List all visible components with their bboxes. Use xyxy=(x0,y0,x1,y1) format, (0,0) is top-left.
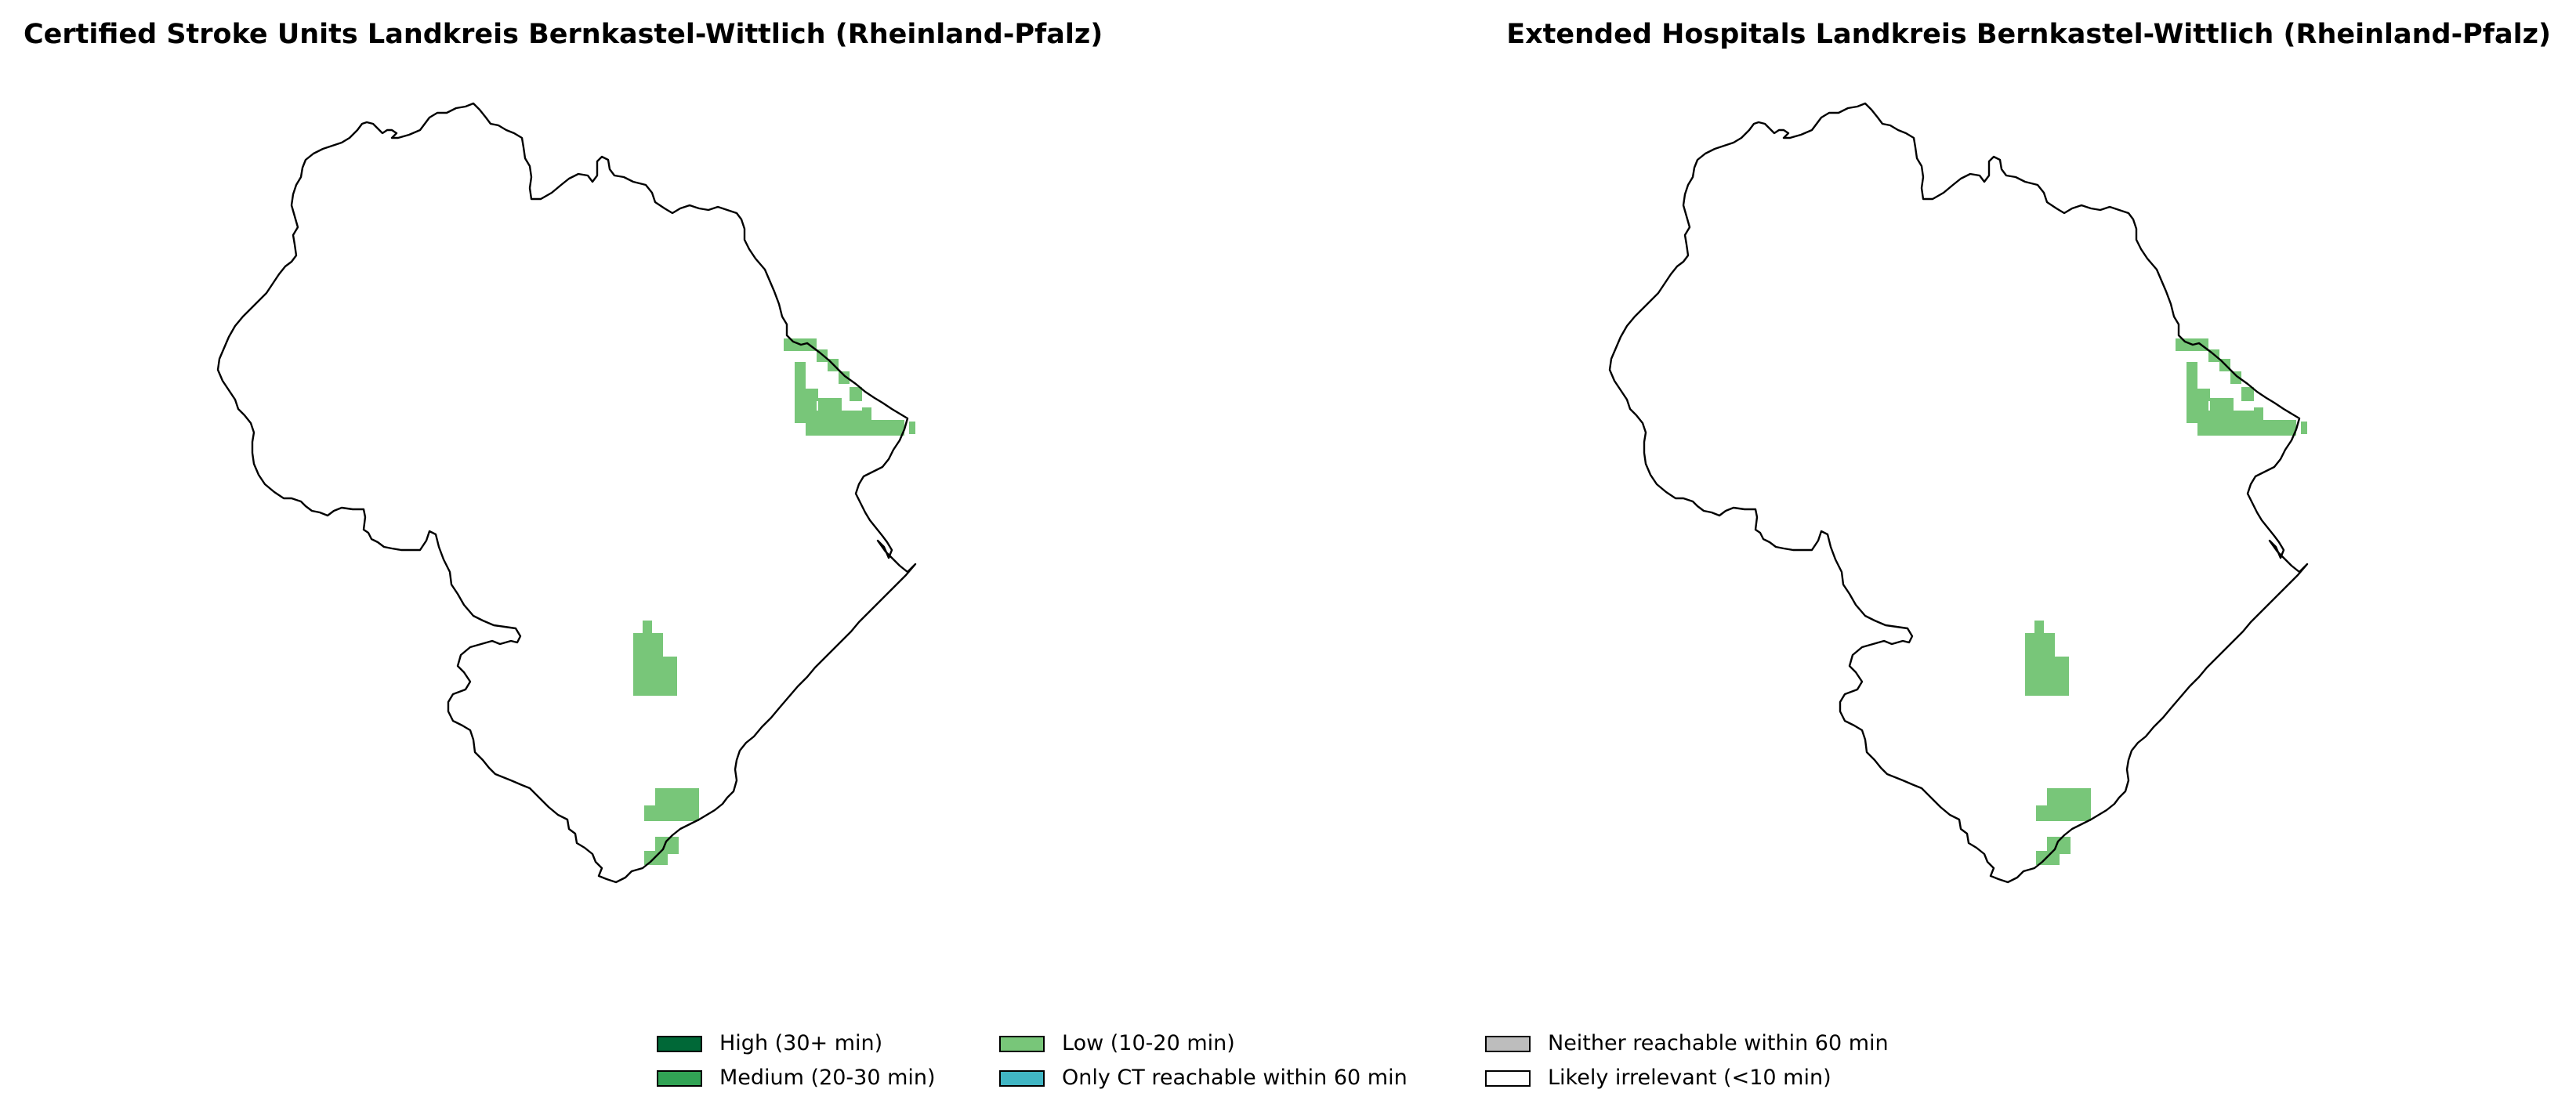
legend-item-low: Low (10-20 min) xyxy=(999,1028,1235,1059)
left-map-cell-low xyxy=(633,683,677,696)
left-map-cell-low xyxy=(806,389,818,401)
left-map-cells xyxy=(633,338,915,865)
right-map-cell-low xyxy=(2262,420,2296,432)
legend-label-medium: Medium (20-30 min) xyxy=(719,1066,936,1090)
left-map-cell-low xyxy=(862,407,871,426)
right-map-cell-low xyxy=(2197,401,2208,423)
left-map-cell-low xyxy=(818,398,831,411)
right-map-cell-low xyxy=(2047,837,2071,854)
left-map-cell-low xyxy=(870,420,904,432)
legend-swatch-only-ct xyxy=(999,1069,1045,1087)
right-map-cell-low xyxy=(2025,633,2055,646)
left-district-boundary xyxy=(216,102,917,884)
right-map-cell-low xyxy=(2025,657,2069,683)
left-map-cell-low xyxy=(795,362,806,375)
left-map-cell-low xyxy=(633,646,663,657)
right-map-cell-low xyxy=(2208,411,2262,423)
legend-item-neither: Neither reachable within 60 min xyxy=(1485,1028,1889,1059)
left-map-cell-low xyxy=(831,398,842,411)
map-legend: High (30+ min) Medium (20-30 min) Low (1… xyxy=(657,1028,1942,1098)
right-map-cell-low xyxy=(2036,851,2060,865)
legend-label-only-ct: Only CT reachable within 60 min xyxy=(1062,1066,1408,1090)
right-district-boundary xyxy=(1608,102,2309,884)
right-map-cell-low xyxy=(2301,422,2307,434)
left-map-cell-low xyxy=(655,837,679,854)
right-map-cell-low xyxy=(2208,349,2219,362)
right-map-cells xyxy=(2025,338,2307,865)
right-map-cell-low xyxy=(2219,359,2230,371)
left-map-cell-low xyxy=(795,398,806,423)
left-map-cell-low xyxy=(644,851,668,865)
legend-label-high: High (30+ min) xyxy=(719,1031,883,1055)
legend-label-neither: Neither reachable within 60 min xyxy=(1548,1031,1889,1055)
legend-swatch-high xyxy=(657,1035,702,1052)
left-map-cell-low xyxy=(806,423,904,436)
left-map-cell-low xyxy=(643,621,652,635)
right-map-cell-low xyxy=(2210,429,2296,436)
left-map-title: Certified Stroke Units Landkreis Bernkas… xyxy=(24,19,1103,50)
legend-swatch-irrelevant xyxy=(1485,1069,1531,1087)
right-map-cell-low xyxy=(2036,805,2091,821)
left-map-cell-low xyxy=(839,371,850,384)
legend-swatch-low xyxy=(999,1035,1045,1052)
legend-item-high: High (30+ min) xyxy=(657,1028,882,1059)
legend-label-irrelevant: Likely irrelevant (<10 min) xyxy=(1548,1066,1831,1090)
right-map-cell-low xyxy=(2187,362,2197,375)
left-map-cell-low xyxy=(806,401,817,423)
right-map-cell-low xyxy=(2197,389,2210,401)
right-map-cell-low xyxy=(2187,398,2197,423)
left-map-cell-low xyxy=(633,657,677,683)
left-map-cell-low xyxy=(818,429,904,436)
left-map-cell-low xyxy=(784,338,817,351)
left-map-cell-low xyxy=(850,387,862,401)
right-map-cell-low xyxy=(2254,407,2263,426)
right-map-cell-low xyxy=(2210,398,2223,411)
left-map-cell-low xyxy=(795,373,806,398)
left-map-cell-low xyxy=(633,633,663,646)
right-map-cell-low xyxy=(2230,371,2241,384)
left-map-cell-low xyxy=(828,359,839,371)
right-map-title: Extended Hospitals Landkreis Bernkastel-… xyxy=(1506,19,2551,50)
left-map-cell-low xyxy=(655,788,699,805)
left-map-cell-low xyxy=(909,422,915,434)
left-map-cell-low xyxy=(817,411,870,423)
right-map-cell-low xyxy=(2241,387,2254,401)
right-map-cell-low xyxy=(2025,683,2069,696)
legend-label-low: Low (10-20 min) xyxy=(1062,1031,1235,1055)
legend-item-only-ct: Only CT reachable within 60 min xyxy=(999,1062,1408,1094)
right-map-cell-low xyxy=(2034,621,2044,635)
legend-swatch-neither xyxy=(1485,1035,1531,1052)
right-map-cell-low xyxy=(2176,338,2208,351)
legend-item-irrelevant: Likely irrelevant (<10 min) xyxy=(1485,1062,1831,1094)
right-map-cell-low xyxy=(2197,423,2296,436)
legend-item-medium: Medium (20-30 min) xyxy=(657,1062,936,1094)
right-map-cell-low xyxy=(2047,788,2091,805)
right-map-cell-low xyxy=(2223,398,2234,411)
left-map-cell-low xyxy=(644,805,699,821)
legend-swatch-medium xyxy=(657,1069,702,1087)
left-map-cell-low xyxy=(817,349,828,362)
right-map-cell-low xyxy=(2187,373,2197,398)
right-map-cell-low xyxy=(2025,646,2055,657)
